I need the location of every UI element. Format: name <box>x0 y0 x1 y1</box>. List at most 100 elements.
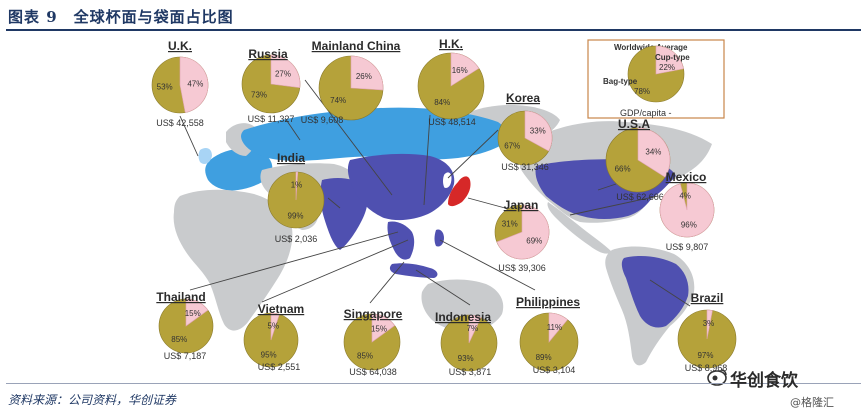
pie-mexico-country-label: Mexico <box>666 170 707 184</box>
pie-india-country-label: India <box>277 151 305 165</box>
pie-brazil-cup-label: 3% <box>703 319 715 328</box>
pie-philippines-bag-label: 89% <box>536 353 552 362</box>
pie-japan-bag-label: 31% <box>502 220 518 229</box>
pie-japan-gdp-label: US$ 39,306 <box>498 263 546 273</box>
pie-u-s-a-cup-label: 34% <box>645 148 661 157</box>
land-africa <box>173 189 293 331</box>
pie-mainland-china-bag-label: 74% <box>330 96 346 105</box>
pie-korea-cup-slice <box>524 110 553 152</box>
legend-box: Worldwide Average Cup-type 22% Bag-type … <box>587 39 725 119</box>
land-mexico <box>547 202 612 254</box>
pie-h-k-cup-label: 16% <box>452 66 468 75</box>
pie-u-s-a-country-label: U.S.A <box>618 117 650 131</box>
pie-india-bag-label: 99% <box>288 211 304 220</box>
land-indonesia <box>389 263 438 278</box>
pie-mexico: 96% 4% Mexico US$ 9,807 <box>659 170 715 252</box>
pie-japan-country-label: Japan <box>504 198 539 212</box>
pie-philippines: 11% 89% Philippines US$ 3,104 <box>516 295 580 375</box>
pie-singapore-cup-slice <box>371 313 396 343</box>
pie-russia-gdp-label: US$ 11,327 <box>248 114 295 124</box>
pie-indonesia-cup-label: 7% <box>467 324 479 333</box>
pie-thailand: 15% 85% Thailand US$ 7,187 <box>156 290 214 361</box>
leader-uk <box>179 115 199 157</box>
land-se-asia <box>387 221 415 260</box>
figure-title: 图表 9 全球杯面与袋面占比图 <box>8 8 234 26</box>
legend-cup-label: Cup-type <box>655 53 690 62</box>
leader-japan <box>467 197 506 209</box>
land-europe <box>205 148 273 191</box>
weibo-logo-icon <box>707 369 727 386</box>
legend-pie <box>627 45 685 103</box>
pie-h-k-cup-slice <box>450 52 480 87</box>
pie-russia-cup-slice <box>270 54 301 88</box>
pie-philippines-country-label: Philippines <box>516 295 580 309</box>
pie-korea: 33% 67% Korea US$ 31,346 <box>497 91 553 172</box>
country-pies: 47% 53% U.K. US$ 42,558 27% 73% Russia US$ 11,3… <box>151 37 737 377</box>
pie-u-k-cup-label: 47% <box>187 80 203 89</box>
leader-china <box>304 79 393 196</box>
leader-russia <box>284 117 301 141</box>
pie-indonesia-country-label: Indonesia <box>435 310 491 324</box>
source-note: 资料来源：公司资料，华创证券 <box>8 393 177 407</box>
pie-thailand-bag-label: 85% <box>171 335 187 344</box>
pie-h-k-bag-label: 84% <box>434 98 450 107</box>
leader-hk <box>423 114 431 206</box>
pie-u-k-country-label: U.K. <box>168 39 192 53</box>
leader-india <box>327 197 341 209</box>
pie-u-k-gdp-label: US$ 42,558 <box>156 118 204 128</box>
leader-vietnam <box>261 239 409 303</box>
pie-russia-cup-label: 27% <box>275 69 291 78</box>
pie-brazil-gdp-label: US$ 8,968 <box>685 363 728 373</box>
leader-lines <box>179 79 691 307</box>
pie-russia-country-label: Russia <box>248 47 288 61</box>
pie-vietnam-bag-label: 95% <box>261 351 277 360</box>
pie-thailand-country-label: Thailand <box>156 290 205 304</box>
pie-mexico-cup-label: 96% <box>681 221 697 230</box>
pie-japan: 69% 31% Japan US$ 39,306 <box>494 198 550 273</box>
legend-gdp-label: GDP/capita - <box>620 108 672 118</box>
pie-mainland-china-cup-label: 26% <box>356 72 372 81</box>
pie-indonesia: 7% 93% Indonesia US$ 3,871 <box>435 310 498 377</box>
leader-philippines <box>439 239 536 291</box>
pie-mainland-china-gdp-label: US$ 9,608 <box>301 115 344 125</box>
pie-u-s-a-bag-label: 66% <box>615 164 631 173</box>
leader-mexico <box>569 195 659 216</box>
pie-india-gdp-label: US$ 2,036 <box>275 234 318 244</box>
pie-indonesia-bag-label: 93% <box>458 354 474 363</box>
pie-india-cup-slice <box>295 171 299 201</box>
pie-u-k: 47% 53% U.K. US$ 42,558 <box>151 39 209 128</box>
leader-brazil <box>649 279 691 307</box>
land-brazil <box>621 256 689 328</box>
pie-singapore-bag-label: 85% <box>357 352 373 361</box>
pie-vietnam: 5% 95% Vietnam US$ 2,551 <box>243 302 304 372</box>
legend-cup-pct: 22% <box>659 63 675 72</box>
legend-bag-label: Bag-type <box>603 77 638 86</box>
pie-u-s-a: 34% 66% U.S.A US$ 62,606 <box>605 117 671 202</box>
pie-brazil-bag-label: 97% <box>697 351 713 360</box>
pie-india: 1% 99% India US$ 2,036 <box>267 151 325 244</box>
land-india <box>320 178 368 250</box>
land-uk <box>198 148 212 164</box>
pie-mexico-gdp-label: US$ 9,807 <box>666 242 709 252</box>
pie-korea-country-label: Korea <box>506 91 540 105</box>
pie-brazil-country-label: Brazil <box>691 291 724 305</box>
pie-russia-bag-label: 73% <box>251 91 267 100</box>
land-russia <box>241 107 507 161</box>
pie-japan-cup-slice <box>496 204 550 260</box>
pie-u-s-a-cup-slice <box>637 127 671 178</box>
pie-h-k-gdp-label: US$ 48,514 <box>428 117 476 127</box>
pie-brazil: 3% 97% Brazil US$ 8,968 <box>677 291 737 373</box>
pie-u-k-bag-label: 53% <box>157 82 173 91</box>
pie-thailand-cup-label: 15% <box>185 309 201 318</box>
pie-india-cup-label: 1% <box>291 181 303 190</box>
pie-korea-cup-label: 33% <box>530 126 546 135</box>
pie-vietnam-cup-label: 5% <box>268 321 280 330</box>
pie-korea-gdp-label: US$ 31,346 <box>501 162 549 172</box>
pie-singapore: 15% 85% Singapore US$ 64,038 <box>344 307 403 377</box>
pie-h-k-country-label: H.K. <box>439 37 463 51</box>
land-china <box>347 153 455 221</box>
watermark-sub: @格隆汇 <box>790 396 834 409</box>
land-japan <box>448 176 471 207</box>
pie-vietnam-country-label: Vietnam <box>258 302 304 316</box>
